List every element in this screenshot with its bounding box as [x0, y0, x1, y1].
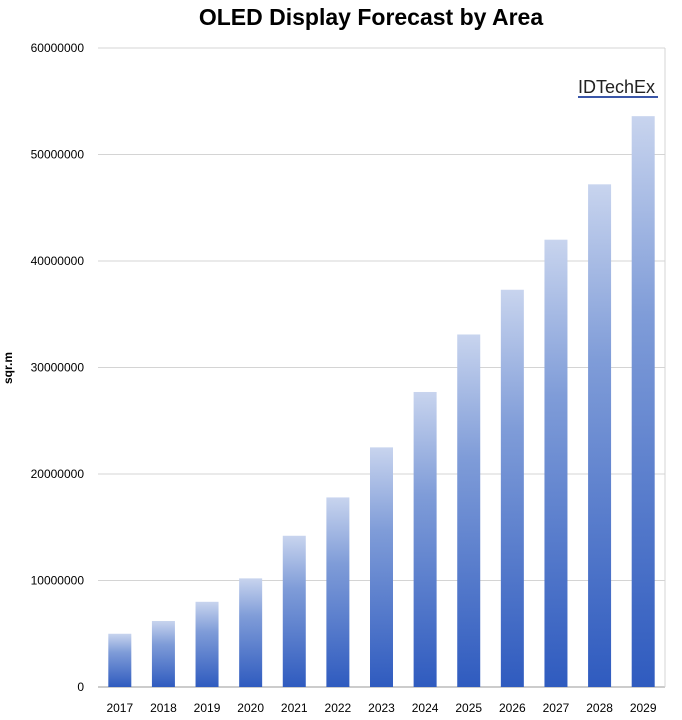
bar-2022: [326, 497, 350, 687]
y-tick-label: 10000000: [31, 574, 85, 588]
x-axis-ticks: 2017 2018 2019 2020 2021 2022 2023 2024 2025 2026…: [106, 701, 656, 715]
x-tick-label: 2024: [412, 701, 439, 715]
x-tick-label: 2029: [630, 701, 657, 715]
bar-2021: [282, 535, 306, 687]
x-tick-label: 2025: [455, 701, 482, 715]
bar-2017: [108, 633, 132, 687]
bar-2024: [413, 391, 437, 687]
brand-label: IDTechEx: [578, 77, 655, 97]
x-tick-label: 2028: [586, 701, 613, 715]
x-tick-label: 2021: [281, 701, 308, 715]
y-axis-ticks: 0 10000000 20000000 30000000 40000000 5000000…: [31, 41, 85, 694]
y-tick-label: 20000000: [31, 467, 85, 481]
bar-2027: [544, 239, 568, 687]
bar-2029: [631, 116, 655, 687]
x-tick-label: 2020: [237, 701, 264, 715]
x-tick-label: 2026: [499, 701, 526, 715]
y-tick-label: 60000000: [31, 41, 85, 55]
y-tick-label: 0: [77, 680, 84, 694]
bar-2019: [195, 601, 219, 687]
y-tick-label: 30000000: [31, 361, 85, 375]
bar-2028: [588, 184, 612, 687]
x-tick-label: 2027: [543, 701, 570, 715]
bars: [108, 116, 655, 687]
chart-title: OLED Display Forecast by Area: [198, 4, 544, 30]
bar-2023: [370, 447, 393, 687]
bar-2018: [151, 620, 175, 687]
bar-2026: [500, 289, 524, 687]
y-tick-label: 50000000: [31, 148, 85, 162]
x-tick-label: 2023: [368, 701, 395, 715]
bar-2025: [457, 334, 481, 687]
bar-2020: [239, 578, 263, 687]
y-axis-label: sqr.m: [1, 352, 15, 384]
y-tick-label: 40000000: [31, 254, 85, 268]
x-tick-label: 2019: [194, 701, 221, 715]
x-tick-label: 2017: [106, 701, 133, 715]
idtechex-logo: IDTechEx: [578, 77, 658, 98]
x-tick-label: 2022: [325, 701, 352, 715]
x-tick-label: 2018: [150, 701, 177, 715]
